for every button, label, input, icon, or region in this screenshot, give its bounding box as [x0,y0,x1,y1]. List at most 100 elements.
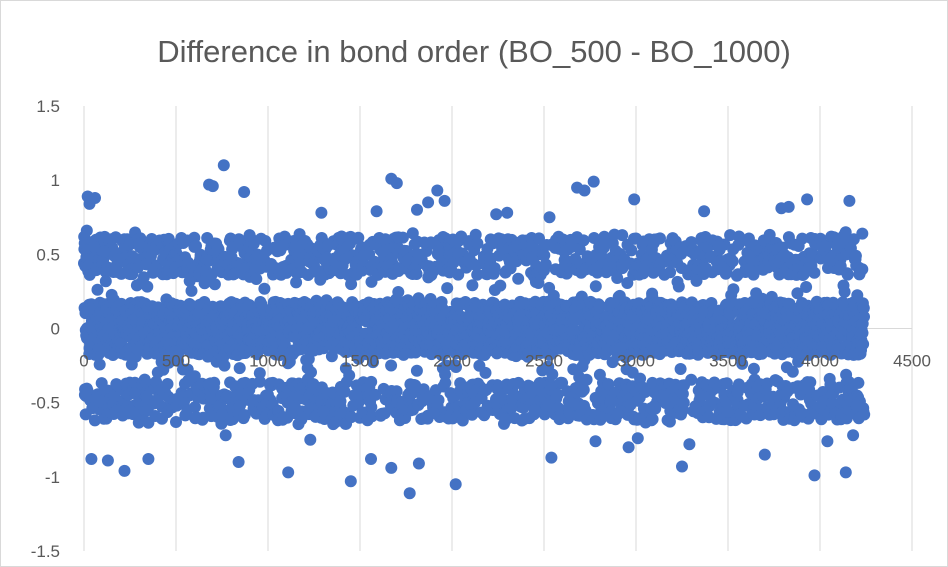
data-point [545,451,558,464]
data-point [832,238,845,250]
data-point [763,228,776,241]
y-tick-label: 1 [51,171,60,190]
data-point [91,283,104,296]
data-point [93,358,106,371]
data-point [501,206,514,219]
x-tick-label: 3000 [617,352,655,371]
data-point [672,280,685,293]
data-point [758,448,771,461]
data-point [188,370,201,383]
data-point [99,275,112,288]
data-point [85,453,98,465]
data-point [188,240,201,253]
data-point [217,159,230,172]
data-point [538,408,551,421]
data-point [410,364,423,377]
data-point [282,466,295,479]
data-point [365,401,378,414]
data-point [494,279,507,292]
data-point [101,454,114,467]
data-point [856,327,869,339]
data-point [238,186,251,198]
data-point [795,407,808,420]
data-point [804,376,817,389]
data-point [727,283,740,296]
data-point [185,284,198,297]
data-point [232,456,245,468]
data-point [88,240,101,253]
data-point [238,409,251,422]
data-point [208,278,221,291]
data-point [539,258,552,271]
data-point [847,429,860,442]
data-point [801,193,814,206]
x-tick-label: 500 [162,352,190,371]
data-point [602,378,615,391]
data-point [189,401,201,414]
data-point [565,240,578,253]
data-point [808,469,821,482]
data-point [208,376,221,389]
data-point [334,395,347,408]
x-tick-label: 2000 [433,352,471,371]
data-point [578,184,591,197]
data-point [385,461,398,474]
data-point [664,266,677,279]
data-point [365,375,378,388]
data-point [344,475,357,488]
data-point [258,282,271,295]
data-point [808,266,821,279]
data-point [410,268,423,280]
data-point [747,362,760,375]
data-point [849,249,862,262]
data-point [432,394,445,407]
data-point [847,233,860,246]
data-point [786,365,799,378]
data-point [253,367,266,380]
data-point [720,377,733,390]
y-tick-label: 0 [51,320,60,339]
data-point [411,203,423,216]
x-tick-label: 4000 [801,352,839,371]
data-point [317,405,330,418]
data-point [440,359,453,372]
data-point [796,232,809,245]
data-point [456,414,469,427]
data-point [625,244,638,257]
data-point [449,478,462,491]
data-point [683,438,696,451]
data-point [370,205,383,218]
data-point [677,396,690,409]
data-point [338,385,351,398]
data-point [118,464,131,477]
y-tick-label: 0.5 [36,245,60,264]
data-point [352,231,365,244]
data-point [490,208,503,221]
data-point [289,240,302,253]
data-point [418,236,431,249]
data-point [427,407,440,420]
data-point [396,231,409,244]
data-point [137,271,150,284]
x-tick-label: 3500 [709,352,747,371]
data-point [88,414,101,427]
data-point [726,255,739,268]
data-point [89,192,101,204]
data-point [412,457,425,470]
data-point [551,388,564,401]
data-point [765,290,778,303]
data-point [315,206,328,219]
data-point [392,286,405,298]
data-point [589,435,602,448]
data-point [219,429,232,442]
y-tick-label: -1.5 [31,542,60,561]
data-point [367,356,379,369]
data-point [450,361,462,373]
data-point [142,453,155,465]
data-point [528,404,541,417]
data-points [78,159,871,500]
data-point [782,200,795,213]
x-tick-labels: 0 500 1000 1500 2000 2500 3000 3500 4000 4500 [79,352,931,371]
data-point [439,376,452,389]
data-point [233,362,246,375]
